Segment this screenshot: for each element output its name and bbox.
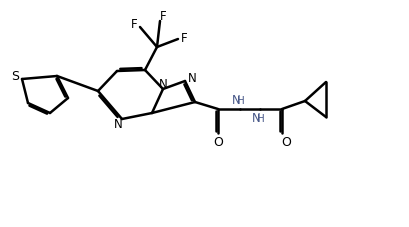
Text: H: H: [237, 96, 245, 106]
Text: N: N: [188, 71, 196, 84]
Text: F: F: [131, 17, 137, 30]
Text: N: N: [159, 77, 167, 90]
Text: S: S: [11, 69, 19, 82]
Text: F: F: [160, 10, 166, 23]
Text: F: F: [181, 32, 187, 45]
Text: N: N: [114, 118, 122, 131]
Text: N: N: [252, 112, 261, 125]
Text: N: N: [231, 94, 240, 107]
Text: O: O: [213, 135, 223, 148]
Text: O: O: [281, 135, 291, 148]
Text: H: H: [257, 114, 265, 123]
